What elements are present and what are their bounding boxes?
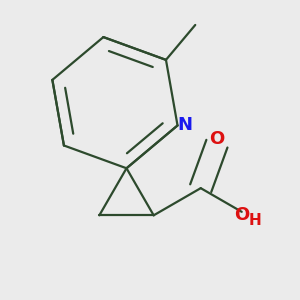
Text: H: H [249,213,261,228]
Text: O: O [209,130,224,148]
Text: O: O [234,206,249,224]
Text: N: N [178,116,193,134]
